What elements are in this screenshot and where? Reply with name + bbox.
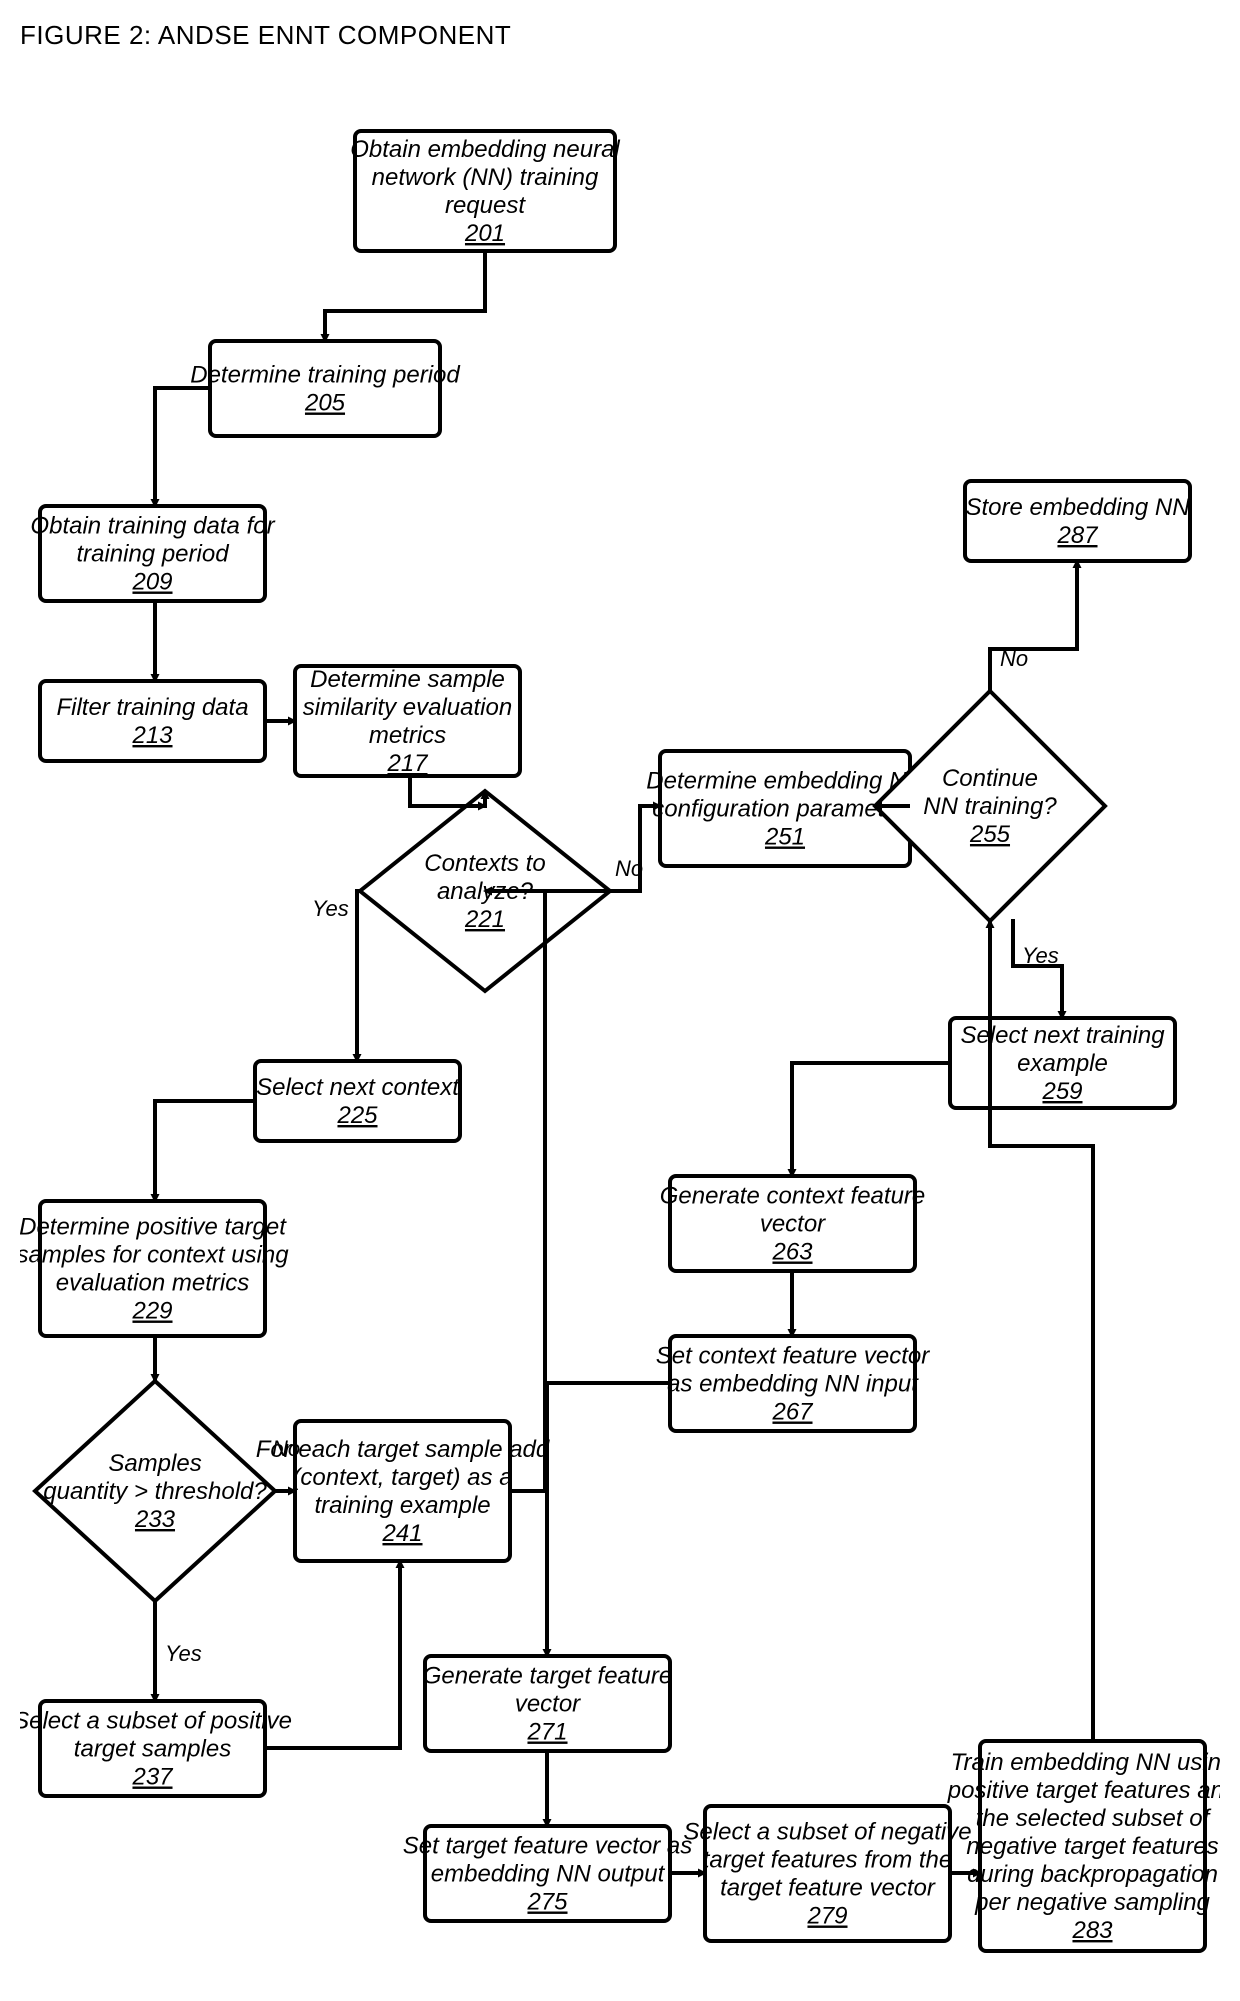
svg-text:213: 213 [131, 722, 173, 749]
svg-text:Filter training data: Filter training data [56, 694, 248, 721]
flowchart-edge [1013, 919, 1062, 1018]
svg-text:Generate target feature: Generate target feature [423, 1663, 673, 1690]
svg-text:201: 201 [464, 220, 505, 247]
svg-text:283: 283 [1071, 1917, 1113, 1944]
svg-text:Determine positive target: Determine positive target [20, 1214, 287, 1241]
svg-text:Determine training period: Determine training period [190, 362, 460, 389]
svg-text:evaluation metrics: evaluation metrics [56, 1270, 249, 1297]
svg-text:263: 263 [771, 1239, 813, 1266]
svg-text:Obtain training data for: Obtain training data for [30, 513, 275, 540]
svg-text:241: 241 [381, 1520, 422, 1547]
svg-text:Generate context feature: Generate context feature [660, 1183, 926, 1210]
svg-text:Continue: Continue [942, 765, 1038, 792]
svg-text:vector: vector [515, 1691, 581, 1718]
svg-text:271: 271 [526, 1719, 567, 1746]
svg-text:positive target features and: positive target features and [947, 1777, 1220, 1804]
svg-text:target feature vector: target feature vector [720, 1875, 936, 1902]
svg-text:221: 221 [464, 906, 505, 933]
svg-text:275: 275 [526, 1889, 568, 1916]
figure-title: FIGURE 2: ANDSE ENNT COMPONENT [20, 20, 1220, 51]
flowchart-node [965, 481, 1190, 561]
edge-label: No [615, 856, 643, 881]
svg-text:237: 237 [131, 1764, 174, 1791]
flowchart-edge [155, 388, 210, 506]
svg-text:negative target features: negative target features [966, 1833, 1218, 1860]
svg-text:233: 233 [134, 1506, 176, 1533]
edge-label: No [272, 1436, 300, 1461]
svg-text:Samples: Samples [108, 1450, 201, 1477]
svg-text:vector: vector [760, 1211, 826, 1238]
svg-text:during backpropagation: during backpropagation [967, 1861, 1218, 1888]
flowchart-edge [325, 251, 485, 341]
svg-text:Set context feature vector: Set context feature vector [656, 1343, 930, 1370]
svg-text:Select a subset of negative: Select a subset of negative [683, 1819, 971, 1846]
flowchart-node [210, 341, 440, 436]
svg-text:279: 279 [806, 1903, 847, 1930]
svg-text:Obtain embedding neural: Obtain embedding neural [350, 136, 620, 163]
svg-text:training example: training example [314, 1492, 490, 1519]
svg-text:as embedding NN input: as embedding NN input [667, 1371, 919, 1398]
svg-text:NN training?: NN training? [923, 793, 1057, 820]
edge-label: Yes [165, 1641, 202, 1666]
flowchart-edge [357, 891, 360, 1061]
svg-text:287: 287 [1056, 522, 1099, 549]
svg-text:request: request [445, 192, 526, 219]
flowchart-edge [792, 1063, 950, 1176]
edge-label: No [1000, 646, 1028, 671]
flowchart-canvas: Obtain embedding neuralnetwork (NN) trai… [20, 61, 1220, 1981]
svg-text:Contexts to: Contexts to [424, 850, 545, 877]
svg-text:target samples: target samples [74, 1736, 231, 1763]
svg-text:embedding NN output: embedding NN output [431, 1861, 666, 1888]
svg-text:251: 251 [764, 824, 805, 851]
svg-text:Determine embedding NN: Determine embedding NN [646, 768, 924, 795]
flowchart-edge [155, 1101, 255, 1201]
svg-text:per negative sampling: per negative sampling [974, 1889, 1210, 1916]
flowchart-node [255, 1061, 460, 1141]
svg-text:samples for context using: samples for context using [20, 1242, 289, 1269]
flowchart-edge [990, 561, 1077, 691]
svg-text:225: 225 [336, 1102, 378, 1129]
flowchart-node [40, 681, 265, 761]
svg-text:205: 205 [304, 390, 346, 417]
svg-text:network (NN) training: network (NN) training [372, 164, 599, 191]
flowchart-edge [547, 1383, 670, 1656]
svg-text:similarity evaluation: similarity evaluation [303, 694, 512, 721]
svg-text:Select next context: Select next context [256, 1074, 460, 1101]
edge-label: Yes [1022, 943, 1059, 968]
svg-text:Determine sample: Determine sample [310, 666, 505, 693]
svg-text:target features from the: target features from the [703, 1847, 952, 1874]
svg-text:(context, target) as a: (context, target) as a [292, 1464, 512, 1491]
svg-text:metrics: metrics [369, 722, 446, 749]
svg-text:the selected subset of: the selected subset of [976, 1805, 1212, 1832]
edge-label: Yes [312, 896, 349, 921]
svg-text:267: 267 [771, 1399, 814, 1426]
svg-text:209: 209 [131, 569, 172, 596]
svg-text:Train embedding NN using: Train embedding NN using [951, 1749, 1220, 1776]
svg-text:training period: training period [76, 541, 229, 568]
svg-text:259: 259 [1041, 1078, 1082, 1105]
svg-text:Store embedding NN: Store embedding NN [965, 494, 1190, 521]
svg-text:example: example [1017, 1050, 1108, 1077]
svg-text:217: 217 [386, 750, 429, 777]
svg-text:255: 255 [969, 821, 1011, 848]
svg-text:Select a subset of positive: Select a subset of positive [20, 1708, 292, 1735]
svg-text:Set target feature vector as: Set target feature vector as [403, 1833, 693, 1860]
svg-text:quantity > threshold?: quantity > threshold? [43, 1478, 267, 1505]
svg-text:229: 229 [131, 1298, 172, 1325]
